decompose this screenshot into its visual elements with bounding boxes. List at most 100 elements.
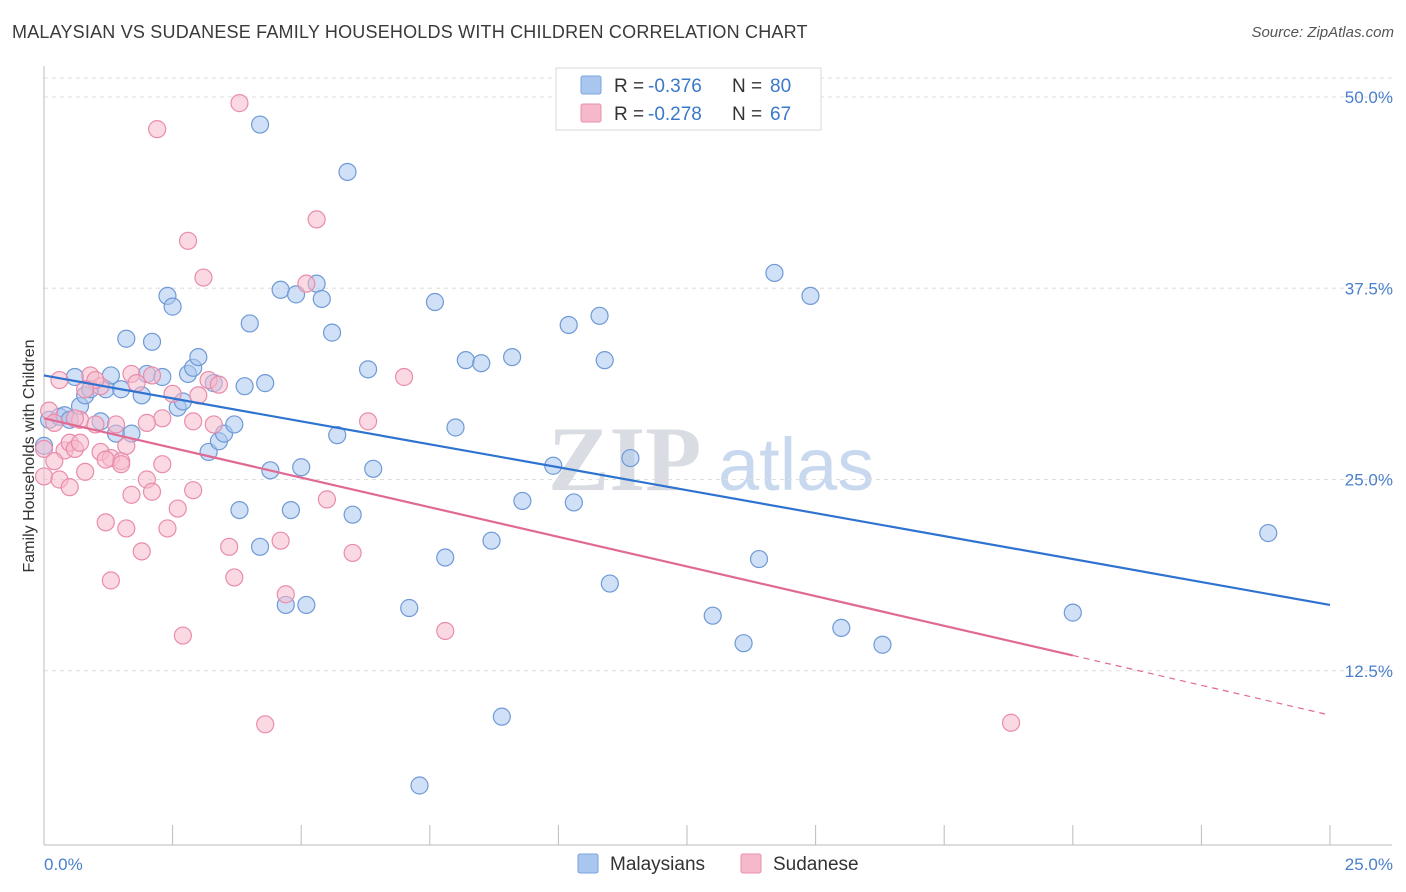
malaysian-point	[328, 426, 347, 445]
malaysians-trend-line	[43, 374, 1331, 607]
sudanese-point	[184, 412, 203, 431]
sudanese-point	[297, 274, 316, 293]
sudanese-point	[276, 585, 295, 604]
legend-r-label-1: R =	[614, 76, 644, 97]
y-tick-label: 37.5%	[1345, 279, 1393, 298]
bottom-legend-swatch-malaysians	[577, 853, 599, 874]
malaysian-point	[446, 418, 465, 437]
malaysian-point	[1063, 603, 1082, 622]
malaysian-point	[492, 707, 511, 726]
legend-n-value-2: 67	[770, 104, 791, 125]
legend-r-value-1: -0.376	[648, 76, 702, 97]
malaysian-point	[240, 314, 259, 333]
malaysian-point	[189, 348, 208, 367]
sudanese-point	[106, 415, 126, 434]
malaysian-point	[564, 493, 583, 512]
sudanese-point	[173, 626, 192, 645]
sudanese-point	[117, 436, 136, 455]
legend-swatch-malaysians	[580, 75, 602, 95]
sudanese-point	[153, 409, 172, 428]
sudanese-point	[142, 366, 162, 385]
sudanese-point	[101, 571, 120, 590]
bottom-legend-malaysians: Malaysians	[610, 854, 705, 875]
malaysian-point	[472, 354, 491, 373]
sudanese-point	[76, 380, 95, 399]
sudanese-point	[142, 482, 162, 501]
sudanese-point	[34, 439, 54, 458]
legend: R = -0.376 N = 80 R = -0.278 N = 67	[555, 67, 822, 131]
malaysian-point	[163, 297, 182, 316]
malaysian-point	[703, 606, 722, 625]
malaysian-point	[117, 329, 136, 348]
sudanese-trend-line	[43, 417, 1074, 657]
malaysian-point	[621, 448, 640, 468]
sudanese-point	[132, 542, 151, 561]
sudanese-point	[307, 210, 326, 229]
malaysian-point	[749, 549, 769, 569]
malaysian-point	[503, 348, 522, 367]
y-tick-label: 25.0%	[1345, 471, 1393, 490]
malaysian-point	[400, 598, 419, 618]
bottom-legend-sudanese: Sudanese	[773, 854, 859, 875]
sudanese-point	[184, 481, 203, 500]
malaysian-point	[250, 115, 270, 134]
bottom-legend-swatch-sudanese	[740, 853, 762, 874]
malaysian-point	[456, 351, 475, 370]
malaysian-point	[765, 263, 784, 283]
trend-lines	[43, 374, 1331, 716]
malaysian-point	[225, 415, 244, 434]
watermark-atlas: atlas	[718, 423, 874, 506]
chart-title: MALAYSIAN VS SUDANESE FAMILY HOUSEHOLDS …	[12, 22, 808, 42]
sudanese-point	[158, 519, 177, 538]
y-tick-label: 12.5%	[1345, 662, 1393, 681]
sudanese-point	[127, 374, 146, 393]
malaysian-point	[364, 459, 383, 478]
sudanese-point	[45, 452, 64, 471]
malaysian-point	[292, 458, 311, 477]
malaysian-point	[256, 374, 275, 393]
sudanese-point	[358, 412, 378, 431]
sudanese-point	[153, 455, 172, 474]
sudanese-point	[204, 415, 223, 434]
malaysian-point	[322, 323, 342, 342]
legend-n-label-2: N =	[732, 104, 762, 125]
malaysian-point	[271, 280, 290, 299]
malaysian-point	[410, 776, 429, 795]
sudanese-point	[225, 568, 244, 587]
sudanese-point	[65, 409, 84, 428]
y-axis-label: Family Households with Children	[21, 340, 38, 573]
malaysian-point	[250, 537, 270, 556]
sudanese-point	[34, 467, 54, 486]
sudanese-point	[112, 455, 131, 474]
sudanese-point	[178, 231, 198, 250]
malaysian-point	[1259, 523, 1278, 543]
sudanese-point	[1001, 713, 1021, 732]
malaysian-point	[297, 595, 316, 615]
malaysian-point	[338, 162, 357, 182]
malaysian-point	[595, 351, 614, 370]
sudanese-point	[76, 462, 95, 481]
grid-lines	[44, 77, 1392, 672]
sudanese-trend-extension	[1072, 654, 1331, 716]
y-tick-labels: 12.5% 25.0% 37.5% 50.0%	[1345, 88, 1393, 681]
sudanese-point	[96, 513, 115, 532]
legend-swatch-sudanese	[580, 103, 602, 123]
malaysian-point	[801, 286, 820, 305]
malaysian-point	[425, 292, 445, 312]
sudanese-point	[343, 543, 362, 563]
sudanese-point	[256, 715, 275, 734]
y-tick-label: 50.0%	[1345, 88, 1393, 107]
malaysian-point	[590, 306, 609, 325]
legend-n-label-1: N =	[732, 76, 762, 97]
malaysian-point	[600, 574, 619, 593]
sudanese-point	[137, 413, 156, 432]
malaysian-point	[312, 289, 331, 309]
malaysian-point	[142, 332, 162, 351]
sudanese-point	[117, 519, 136, 538]
malaysian-point	[230, 501, 249, 520]
malaysian-point	[281, 501, 301, 520]
sudanese-point	[220, 537, 239, 556]
sudanese-point	[148, 120, 167, 139]
malaysian-point	[343, 505, 362, 524]
